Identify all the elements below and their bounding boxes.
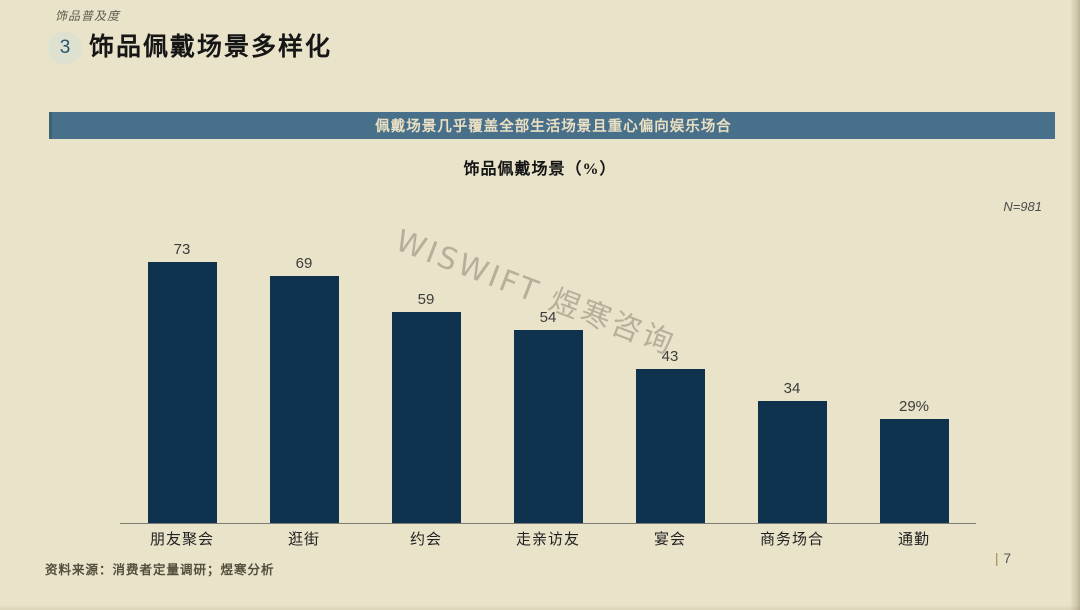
- key-message-banner: 佩戴场景几乎覆盖全部生活场景且重心偏向娱乐场合: [49, 112, 1055, 139]
- bar-category-label: 商务场合: [759, 532, 824, 548]
- bar: [757, 401, 827, 523]
- slide-title: 饰品佩戴场景多样化: [89, 34, 333, 61]
- key-message-text: 佩戴场景几乎覆盖全部生活场景且重心偏向娱乐场合: [375, 119, 732, 135]
- bar: [513, 330, 583, 523]
- bar-value-label: 69: [295, 255, 313, 272]
- bar-value-label: 29%: [898, 398, 930, 415]
- eyebrow-label: 饰品普及度: [55, 9, 121, 23]
- bar-category-label: 逛街: [287, 532, 320, 548]
- source-note: 资料来源：消费者定量调研；煜寒分析: [45, 563, 275, 577]
- chart-title: 饰品佩戴场景（%）: [463, 161, 617, 178]
- bar-value-label: 34: [783, 380, 801, 397]
- bar-category-label: 宴会: [653, 532, 686, 548]
- section-number-badge: 3: [48, 31, 82, 65]
- bar-value-label: 59: [417, 291, 435, 308]
- bar-category-label: 走亲访友: [515, 532, 580, 548]
- bar-category-label: 朋友聚会: [149, 532, 214, 548]
- bar-category-label: 通勤: [897, 532, 930, 548]
- page-number-separator: |: [995, 551, 999, 566]
- bar-value-label: 54: [539, 309, 557, 326]
- bar: [269, 276, 339, 523]
- sample-size-label: N=981: [1003, 199, 1042, 214]
- bar: [879, 419, 949, 523]
- bar: [391, 312, 461, 523]
- page-number: | 7: [995, 551, 1011, 566]
- x-axis-line: [120, 523, 976, 524]
- bar: [147, 262, 217, 523]
- section-number: 3: [59, 37, 71, 58]
- bar-category-label: 约会: [409, 532, 442, 548]
- page-number-value: 7: [1003, 551, 1012, 566]
- bar: [635, 369, 705, 523]
- bar-value-label: 43: [661, 348, 679, 365]
- bar-value-label: 73: [173, 241, 191, 258]
